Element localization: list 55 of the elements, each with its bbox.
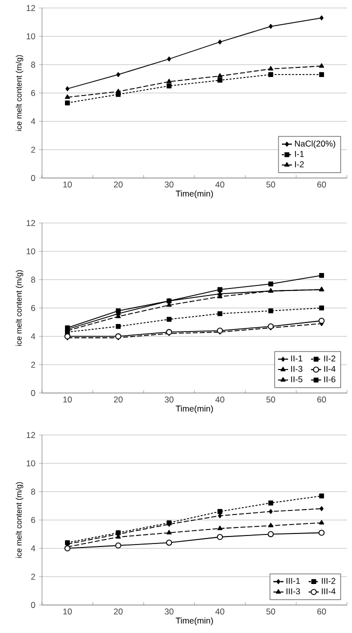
- x-axis-title: Time(min): [176, 405, 213, 414]
- legend-label: II-1: [291, 356, 302, 362]
- x-axis-title: Time(min): [176, 617, 213, 626]
- legend-label: NaCl(20%): [294, 140, 336, 148]
- y-tick-label: 4: [30, 333, 36, 340]
- x-tick-label: 20: [114, 396, 123, 403]
- y-tick-label: 6: [31, 517, 36, 523]
- y-tick-label: 12: [26, 432, 36, 438]
- x-axis-title: Time(min): [176, 190, 213, 198]
- y-tick-label: 8: [31, 488, 36, 495]
- x-tick-label: 60: [317, 608, 326, 615]
- legend-label: II-2: [324, 356, 336, 362]
- legend-label: III-2: [322, 578, 336, 584]
- y-tick-label: 2: [31, 574, 36, 580]
- x-tick-label: 20: [114, 182, 123, 188]
- legend-label: III-1: [286, 578, 300, 584]
- x-tick-label: 30: [164, 396, 174, 403]
- x-tick-label: 50: [266, 182, 276, 188]
- y-tick-label: 10: [26, 248, 36, 254]
- legend-label: II-4: [324, 366, 336, 372]
- legend-label: II-3: [291, 366, 302, 372]
- x-tick-label: 20: [114, 608, 123, 615]
- x-tick-label: 40: [215, 182, 224, 188]
- y-tick-label: 12: [26, 5, 36, 11]
- y-tick-label: 10: [26, 460, 36, 466]
- x-tick-label: 30: [164, 608, 174, 615]
- y-tick-label: 2: [31, 146, 36, 153]
- y-tick-label: 6: [31, 90, 36, 96]
- legend-label: I-2: [295, 161, 304, 168]
- x-tick-label: 40: [215, 608, 224, 615]
- legend-label: II-6: [324, 376, 336, 382]
- y-tick-label: 4: [30, 545, 36, 552]
- legend-label: III-3: [286, 588, 300, 594]
- y-tick-label: 10: [26, 33, 36, 40]
- x-tick-label: 40: [215, 396, 224, 403]
- y-tick-label: 0: [31, 390, 36, 396]
- x-tick-label: 50: [266, 608, 276, 615]
- legend-label: I-1: [295, 150, 304, 157]
- y-tick-label: 12: [26, 220, 36, 226]
- y-tick-label: 6: [31, 305, 36, 311]
- x-tick-label: 30: [164, 182, 174, 188]
- y-tick-label: 0: [31, 602, 36, 608]
- x-tick-label: 10: [63, 182, 72, 188]
- x-tick-label: 60: [317, 182, 326, 188]
- y-tick-label: 2: [31, 362, 36, 368]
- y-tick-label: 0: [31, 175, 36, 181]
- y-tick-label: 8: [31, 276, 36, 283]
- x-tick-label: 10: [63, 608, 72, 615]
- x-tick-label: 10: [63, 396, 72, 403]
- y-tick-label: 4: [30, 118, 36, 124]
- x-tick-label: 60: [317, 396, 326, 403]
- x-tick-label: 50: [266, 396, 276, 403]
- y-tick-label: 8: [31, 62, 36, 68]
- legend-label: III-4: [322, 588, 336, 594]
- legend-label: II-5: [291, 376, 302, 382]
